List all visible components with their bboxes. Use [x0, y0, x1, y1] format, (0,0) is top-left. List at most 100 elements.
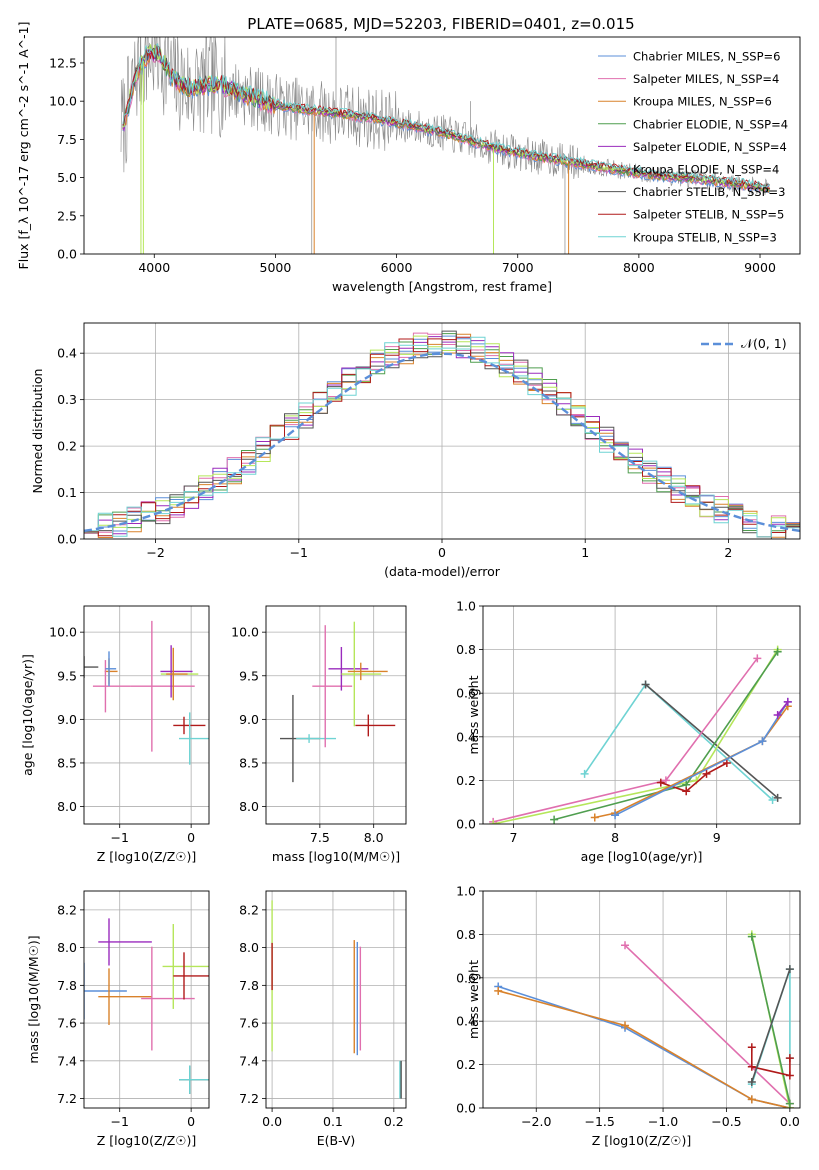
y-tick-label: 0.6 [456, 686, 476, 701]
x-tick-label: 2 [724, 545, 732, 560]
x-axis-label: E(B-V) [317, 1133, 356, 1148]
age_vs_mass-axes: 7.5 8.0 8.0 8.5 9.0 9.5 10.0 mass [log10(M/M☉)] [231, 605, 407, 864]
x-axis-label: age [log10(age/yr)] [581, 849, 703, 864]
y-tick-label: 8.0 [57, 799, 77, 814]
y-tick-label: 10.0 [49, 94, 77, 109]
normal-curve [84, 352, 800, 533]
y-axis-label: Normed distribution [30, 369, 45, 494]
weight_vs_Z-plot-area [483, 891, 800, 1108]
mass_vs_ebv-plot-area [266, 891, 406, 1108]
weight-marker-kroupa_stelib [768, 796, 777, 805]
y-tick-label: 8.2 [239, 902, 259, 917]
y-tick-label: 8.5 [57, 755, 77, 770]
x-axis-label: (data-model)/error [384, 564, 501, 579]
residuals-legend: 𝒩(0, 1) [701, 336, 787, 351]
model-spectrum-salpeter_stelib [122, 44, 770, 189]
weight-marker-salpeter_stelib [785, 1071, 794, 1080]
y-tick-label: 0.3 [57, 392, 77, 407]
age_vs_Z-frame [83, 605, 210, 825]
weight-marker-kroupa_miles [494, 986, 503, 995]
y-tick-label: 0.4 [57, 346, 77, 361]
y-tick-label: 7.6 [239, 1016, 259, 1031]
weight-marker-chabrier_stelib [747, 1077, 756, 1086]
residuals-plot-area [84, 323, 800, 539]
x-tick-label: −1 [110, 830, 128, 845]
weight-line-salpeter_miles [624, 944, 791, 1105]
y-tick-label: 8.5 [239, 755, 259, 770]
x-tick-label: −1 [290, 545, 308, 560]
weight-marker-chabrier_elodie [773, 647, 782, 656]
x-tick-label: 0.2 [384, 1114, 404, 1129]
weight_vs_Z-frame [482, 890, 801, 1109]
y-tick-label: 0.2 [456, 773, 476, 788]
weight-marker-salpeter_stelib [747, 1043, 756, 1052]
weight-line-chabrier_elodie [751, 936, 791, 1104]
weight-marker-kroupa_stelib [580, 769, 589, 778]
spectrum-plot-area [120, 37, 771, 254]
y-axis-label: Flux [f_λ 10^-17 erg cm^-2 s^-1 A^-1] [16, 22, 31, 270]
spectrum-axes: 4000 5000 6000 7000 8000 9000 0.0 2.5 5.0 7.5 10.0… [16, 22, 801, 294]
legend-entry-salpeter_elodie: Salpeter ELODIE, N_SSP=4 [633, 140, 787, 154]
x-axis-label: mass [log10(M/M☉)] [272, 849, 400, 864]
y-tick-label: 10.0 [231, 625, 259, 640]
mass_vs_Z-axes: −1 0 7.2 7.4 7.6 7.8 8.0 8.2 Z [log10(Z/Z☉)] mass… [26, 890, 210, 1148]
y-tick-label: 9.0 [57, 712, 77, 727]
x-axis-label: Z [log10(Z/Z☉)] [97, 1133, 197, 1148]
residuals-axes: −2 −1 0 1 2 0.0 0.1 0.2 0.3 0.4 (data-model)/error… [30, 322, 801, 579]
weight-marker-kroupa_miles [590, 813, 599, 822]
weight-line-chabrier_stelib [751, 968, 791, 1083]
x-tick-label: 0.0 [780, 1114, 800, 1129]
histogram-salpeter_stelib [84, 336, 800, 538]
weight-line-chabrier_miles [497, 985, 791, 1108]
weight-line-salpeter_elodie [776, 701, 789, 716]
y-tick-label: 8.0 [239, 940, 259, 955]
y-tick-label: 7.2 [239, 1091, 259, 1106]
y-tick-label: 8.2 [57, 902, 77, 917]
legend-entry-normal: 𝒩(0, 1) [741, 336, 787, 351]
y-tick-label: 8.0 [57, 940, 77, 955]
y-tick-label: 0.4 [456, 1014, 476, 1029]
y-tick-label: 1.0 [456, 599, 476, 614]
weight-line-salpeter_stelib [750, 1047, 791, 1077]
weight-marker-salpeter_elodie [783, 697, 792, 706]
x-tick-label: −2.0 [521, 1114, 551, 1129]
age_vs_Z-plot-area [84, 606, 209, 824]
y-axis-label: age [log10(age/yr)] [20, 654, 35, 776]
x-tick-label: 8000 [623, 260, 655, 275]
weight-marker-kroupa_elodie [489, 820, 498, 824]
y-axis-label: mass [log10(M/M☉)] [26, 935, 41, 1063]
age_vs_mass-frame [265, 605, 407, 825]
y-tick-label: 1.0 [456, 884, 476, 899]
weight_vs_age-frame [482, 605, 801, 825]
age_vs_mass-plot-area [266, 606, 406, 824]
y-tick-label: 0.2 [57, 439, 77, 454]
y-tick-label: 0.0 [456, 817, 476, 832]
x-tick-label: 7.5 [310, 830, 330, 845]
legend-entry-kroupa_miles: Kroupa MILES, N_SSP=6 [633, 95, 772, 109]
y-tick-label: 7.4 [239, 1053, 259, 1068]
legend-entry-kroupa_stelib: Kroupa STELIB, N_SSP=3 [633, 230, 777, 244]
x-tick-label: 0 [438, 545, 446, 560]
weight-marker-salpeter_miles [621, 941, 630, 950]
weight-line-chabrier_miles [614, 701, 789, 817]
weight-marker-salpeter_stelib [702, 769, 711, 778]
histogram-kroupa_stelib [84, 336, 800, 538]
x-tick-label: 5000 [260, 260, 292, 275]
y-tick-label: 9.0 [239, 712, 259, 727]
y-tick-label: 9.5 [239, 668, 259, 683]
weight-marker-salpeter_stelib [785, 1054, 794, 1063]
y-tick-label: 7.2 [57, 1091, 77, 1106]
weight-marker-kroupa_miles [747, 1095, 756, 1104]
spectrum-legend: Chabrier MILES, N_SSP=6 Salpeter MILES, N… [598, 50, 788, 244]
y-tick-label: 0.8 [456, 927, 476, 942]
y-tick-label: 7.5 [57, 132, 77, 147]
x-tick-label: −0.5 [711, 1114, 741, 1129]
weight-line-kroupa_miles [497, 990, 791, 1108]
y-tick-label: 10.0 [49, 625, 77, 640]
legend-entry-salpeter_miles: Salpeter MILES, N_SSP=4 [633, 72, 779, 86]
weight-marker-chabrier_elodie [785, 1099, 794, 1108]
legend-entry-chabrier_miles: Chabrier MILES, N_SSP=6 [633, 50, 780, 64]
y-tick-label: 0.2 [456, 1057, 476, 1072]
weight-line-salpeter_stelib [660, 762, 728, 793]
